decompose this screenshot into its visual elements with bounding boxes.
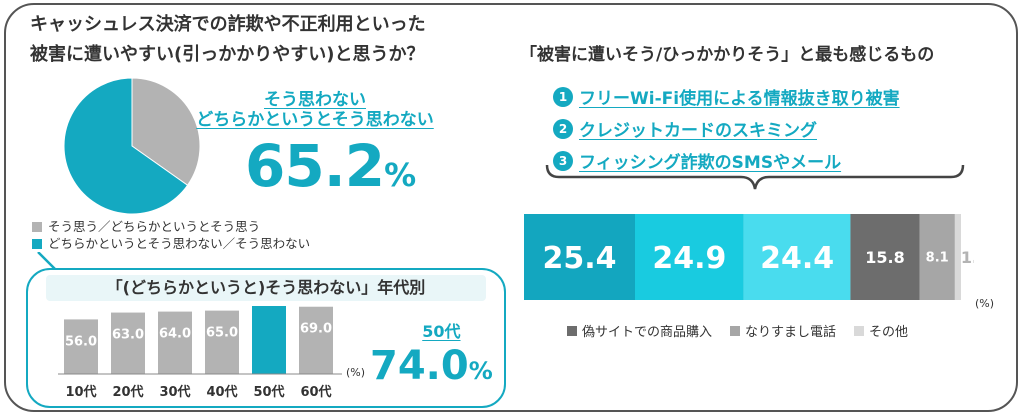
legend-label: 偽サイトでの商品購入 — [582, 325, 713, 340]
age-bar-category-label: 60代 — [300, 384, 331, 400]
brace-icon — [545, 164, 965, 190]
stacked-value-label: 24.9 — [652, 241, 726, 276]
pie-value-number: 65.2 — [245, 132, 385, 200]
age-bar-category-label: 50代 — [253, 384, 284, 400]
pie-slice-agree — [131, 77, 201, 186]
rank-text: クレジットカードのスキミング — [579, 121, 817, 141]
age-bar-value-label: 56.0 — [65, 334, 97, 349]
pie-legend-item-agree: そう思う／どちらかというとそう思う — [32, 218, 310, 235]
age-callout: 50代 74.0% — [370, 318, 493, 391]
age-bar — [64, 319, 98, 374]
age-callout-label: 50代 — [422, 322, 461, 341]
stacked-segment — [524, 214, 635, 300]
pie-value: 65.2% — [245, 132, 416, 200]
age-chart-title: 「(どちらかというと)そう思わない」年代別 — [46, 275, 486, 301]
stacked-value-label: 8.1 — [926, 251, 949, 266]
pie-label-line1: そう思わない — [264, 90, 366, 110]
stacked-legend-item-impersonation: なりすまし電話 — [730, 321, 836, 340]
stacked-value-label: 15.8 — [865, 248, 904, 267]
pie-legend-item-disagree: どちらかというとそう思わない／そう思わない — [32, 235, 310, 252]
age-callout-number: 74.0 — [370, 343, 469, 389]
stacked-legend: 偽サイトでの商品購入 なりすまし電話 その他 — [567, 321, 908, 340]
stacked-segment — [850, 214, 920, 300]
age-bar-category-label: 30代 — [159, 384, 190, 400]
stacked-chart-unit: (%) — [975, 297, 995, 310]
question-title: キャッシュレス決済での詐欺や不正利用といった 被害に遭いやすい(引っかかりやすい… — [30, 10, 426, 70]
rank-item-2: 2 クレジットカードのスキミング — [553, 116, 817, 141]
age-bar-category-label: 40代 — [206, 384, 237, 400]
stacked-bar-chart: 25.4 24.9 24.4 15.8 8.1 1.4 — [524, 214, 974, 300]
stacked-segment — [743, 214, 851, 300]
card-frame — [4, 3, 1018, 412]
rank-text: フリーWi-Fi使用による情報抜き取り被害 — [579, 89, 900, 109]
ranking-title: 「被害に遭いそう/ひっかかりそう」と最も感じるもの — [520, 45, 935, 65]
age-bar — [299, 306, 333, 374]
pie-legend: そう思う／どちらかというとそう思う どちらかというとそう思わない／そう思わない — [32, 218, 310, 252]
rank-number-icon: 1 — [553, 86, 573, 107]
legend-swatch — [854, 325, 865, 336]
question-title-line1: キャッシュレス決済での詐欺や不正利用といった — [30, 14, 426, 35]
stacked-value-label: 1.4 — [961, 248, 974, 267]
age-bar-value-label: 65.0 — [206, 326, 238, 341]
age-bar — [205, 310, 239, 374]
pie-label-line2: どちらかというとそう思わない — [196, 110, 434, 130]
age-bar — [158, 311, 192, 374]
question-title-line2: 被害に遭いやすい(引っかかりやすい)と思うか？ — [30, 44, 425, 65]
pie-chart — [63, 77, 201, 215]
legend-label: どちらかというとそう思わない／そう思わない — [48, 236, 311, 251]
legend-swatch — [32, 238, 42, 249]
legend-label: その他 — [869, 325, 909, 340]
legend-swatch — [730, 325, 741, 336]
stacked-segment — [954, 214, 961, 300]
pie-slice-disagree — [63, 77, 189, 215]
pie-label: そう思わない どちらかというとそう思わない — [185, 90, 445, 130]
pie-value-unit: % — [384, 156, 417, 194]
age-chart-unit: (%) — [346, 366, 366, 379]
stacked-value-label: 24.4 — [760, 241, 834, 276]
legend-label: そう思う／どちらかというとそう思う — [48, 219, 261, 234]
legend-label: なりすまし電話 — [745, 325, 837, 340]
rank-text: フィッシング詐欺のSMSやメール — [579, 153, 842, 173]
age-bar-chart: 56.0 10代 63.0 20代 64.0 30代 65.0 40代 50代 69.0 60代 — [58, 306, 342, 400]
age-bar — [252, 306, 286, 374]
rank-number-icon: 2 — [553, 118, 573, 139]
age-bar-value-label: 63.0 — [112, 328, 144, 343]
age-bar-category-label: 10代 — [65, 384, 96, 400]
age-callout-unit: % — [468, 357, 493, 385]
legend-swatch — [567, 325, 577, 336]
age-bar-category-label: 20代 — [112, 384, 143, 400]
stacked-legend-item-other: その他 — [854, 321, 908, 340]
age-bar-value-label: 69.0 — [300, 322, 332, 337]
age-bar-value-label: 64.0 — [159, 327, 191, 342]
stacked-value-label: 25.4 — [542, 241, 616, 276]
rank-item-1: 1 フリーWi-Fi使用による情報抜き取り被害 — [553, 84, 900, 109]
age-bar — [111, 312, 145, 374]
stacked-segment — [634, 214, 744, 300]
rank-item-3: 3 フィッシング詐欺のSMSやメール — [553, 148, 841, 173]
stacked-legend-item-fake-site: 偽サイトでの商品購入 — [567, 321, 712, 340]
rank-number-icon: 3 — [553, 150, 573, 171]
age-callout-value: 74.0% — [370, 346, 493, 391]
legend-swatch — [32, 221, 42, 232]
stacked-segment — [919, 214, 955, 300]
